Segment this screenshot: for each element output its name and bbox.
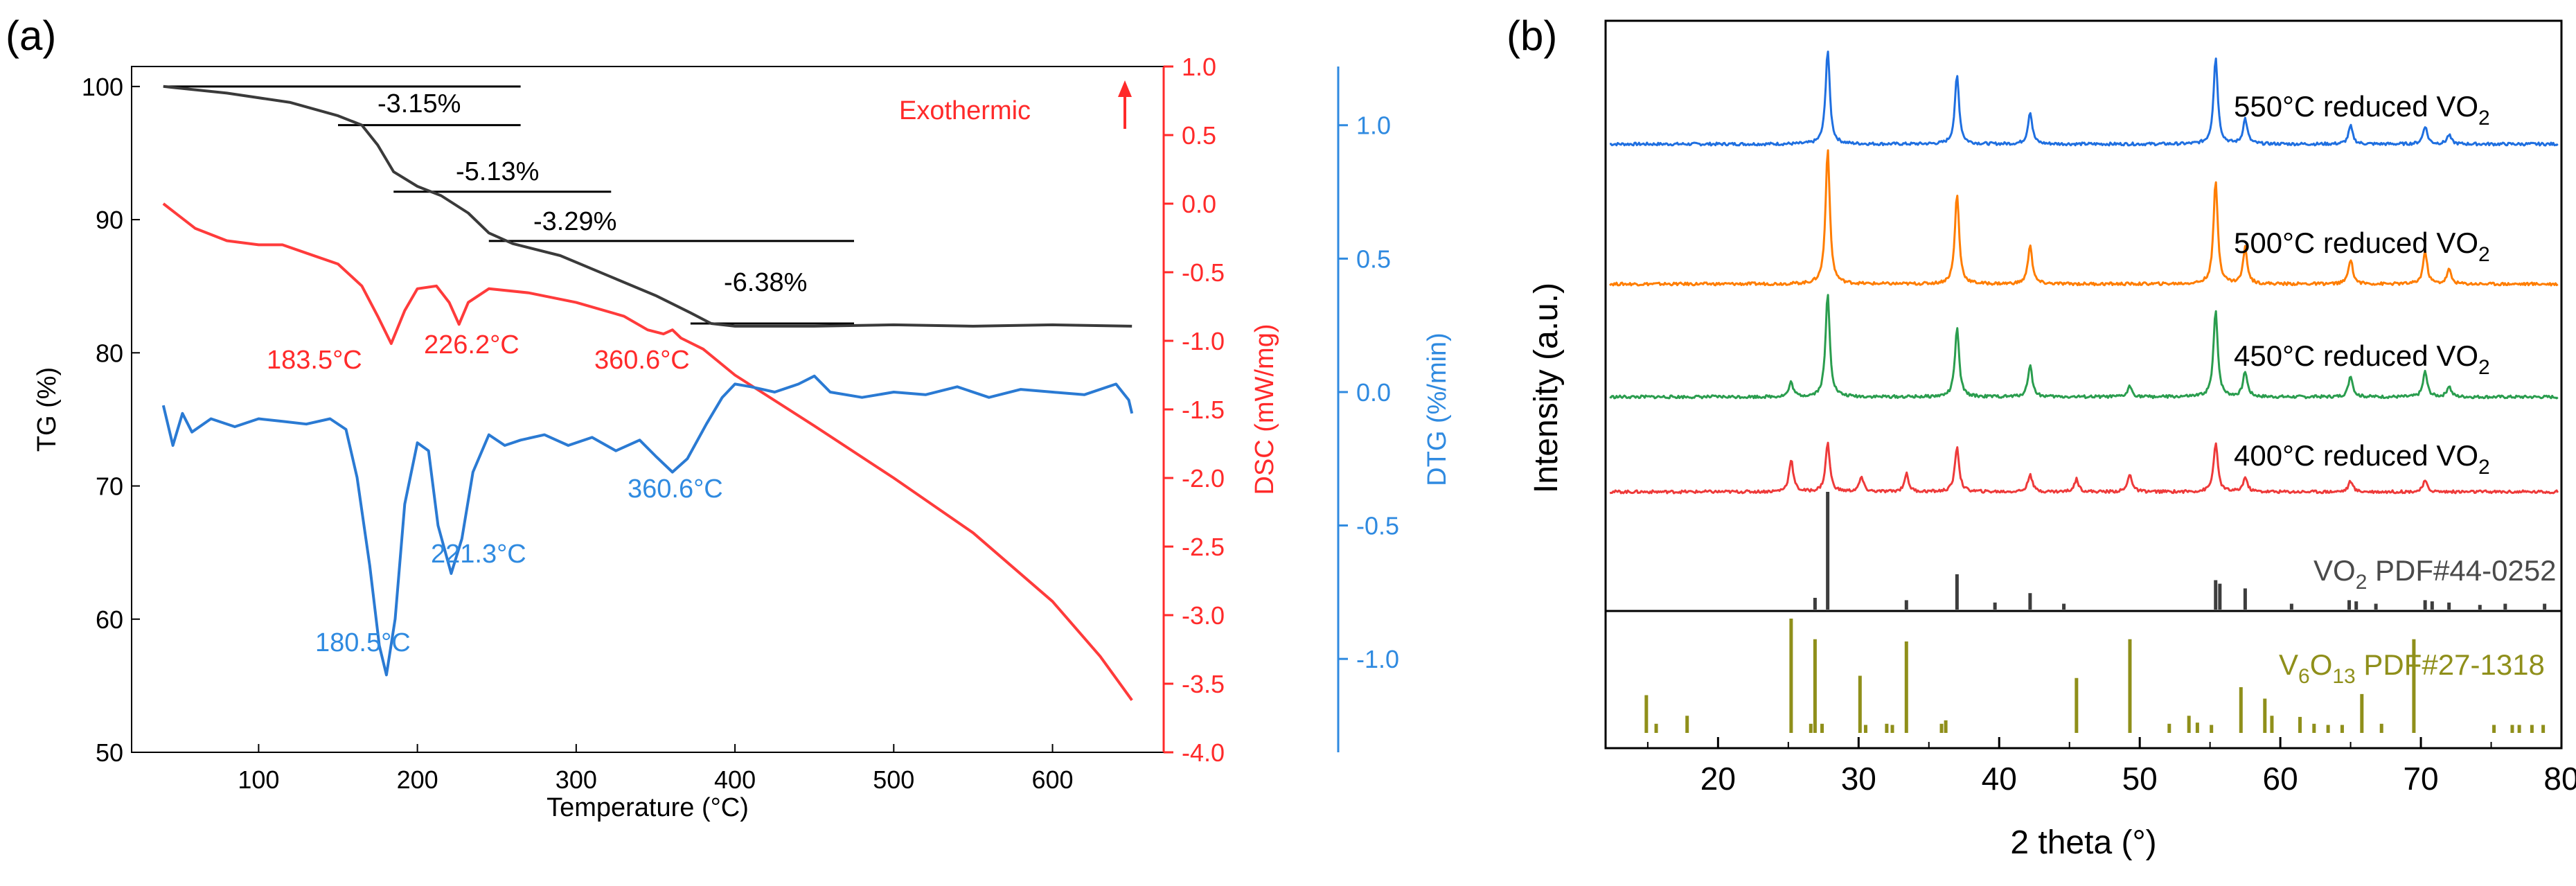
- tg-tick-label-1: 60: [96, 605, 123, 634]
- dsc-tick-label-7: -2.5: [1182, 533, 1225, 561]
- tg-tick-label-2: 70: [96, 472, 123, 501]
- panel-b-label: (b): [1507, 12, 1557, 59]
- panel-b-x-axis-title: 2 theta (°): [2010, 824, 2156, 861]
- tg-tick-label-3: 80: [96, 339, 123, 367]
- panel-a-x-axis-title: Temperature (°C): [547, 793, 749, 822]
- exothermic-label: Exothermic: [899, 96, 1031, 125]
- dsc-tick-label-5: -1.5: [1182, 396, 1225, 424]
- b-x-tick-label-0: 20: [1700, 761, 1736, 797]
- b-x-tick-label-2: 40: [1982, 761, 2017, 797]
- dsc-peak-label-3: 360.6°C: [594, 346, 690, 375]
- series-label-400: 400°C reduced VO2: [2234, 439, 2490, 479]
- dtg-curve: [161, 374, 1134, 677]
- dsc-axis-title: DSC (mW/mg): [1250, 324, 1279, 495]
- xrd-pattern-3: [1609, 441, 2559, 495]
- tg-tick-label-0: 50: [96, 738, 123, 767]
- a-x-tick-label-3: 400: [714, 765, 756, 794]
- panel-b: (b) 20 30 40 50 60 70 80 Intensity (a.u.) 2 th…: [1507, 12, 2576, 861]
- panel-a: (a) 100 200 300 400 500 600 50 60 70 80 90 100 1.0 0.…: [6, 12, 1452, 822]
- b-x-tick-label-1: 30: [1841, 761, 1876, 797]
- dsc-tick-label-2: 0.0: [1182, 190, 1216, 218]
- xrd-pattern-1: [1609, 149, 2559, 287]
- a-x-tick-label-1: 200: [397, 765, 438, 794]
- dtg-tick-label-2: 0.0: [1356, 378, 1391, 407]
- reference-label-v6o13: V6O13 PDF#27-1318: [2279, 648, 2545, 688]
- xrd-pattern-2: [1609, 294, 2559, 400]
- xrd-pattern-0: [1609, 51, 2559, 147]
- dtg-tick-label-3: -0.5: [1356, 512, 1399, 540]
- weight-loss-label-1: -3.15%: [377, 89, 461, 118]
- exothermic-arrow-head: [1118, 80, 1132, 97]
- dsc-peak-label-2: 226.2°C: [424, 330, 519, 360]
- dtg-peak-label-3: 360.6°C: [628, 475, 723, 504]
- panel-a-series: [161, 85, 1134, 701]
- b-x-tick-label-3: 50: [2122, 761, 2158, 797]
- panel-a-ticks: 100 200 300 400 500 600 50 60 70 80 90 100 1.0 0.5 0.0…: [82, 53, 1399, 794]
- a-x-tick-label-2: 300: [556, 765, 597, 794]
- panel-b-series: [1609, 51, 2559, 495]
- dsc-peak-label-1: 183.5°C: [267, 346, 362, 375]
- series-label-450: 450°C reduced VO2: [2234, 339, 2490, 379]
- dtg-tick-label-4: -1.0: [1356, 645, 1399, 673]
- panel-b-plot-frame: [1604, 19, 2563, 750]
- b-x-tick-label-5: 70: [2403, 761, 2438, 797]
- dtg-peak-label-1: 180.5°C: [315, 628, 411, 657]
- a-x-tick-label-4: 500: [873, 765, 914, 794]
- dsc-tick-label-1: 0.5: [1182, 121, 1216, 150]
- panel-a-plot-frame: [131, 66, 1164, 753]
- reference-label-vo2: VO2 PDF#44-0252: [2313, 554, 2557, 594]
- panel-b-references: [1644, 492, 2547, 733]
- panel-b-ticks: 20 30 40 50 60 70 80: [1646, 737, 2576, 797]
- dsc-tick-label-10: -4.0: [1182, 738, 1225, 767]
- a-x-tick-label-5: 600: [1031, 765, 1073, 794]
- a-x-tick-label-0: 100: [238, 765, 279, 794]
- dsc-tick-label-0: 1.0: [1182, 53, 1216, 81]
- b-x-tick-label-4: 60: [2263, 761, 2298, 797]
- weight-loss-label-2: -5.13%: [456, 157, 539, 186]
- tg-curve: [163, 85, 1132, 328]
- series-label-500: 500°C reduced VO2: [2234, 227, 2490, 266]
- panel-b-y-axis-title: Intensity (a.u.): [1528, 283, 1565, 493]
- dsc-curve: [162, 202, 1133, 701]
- dsc-tick-label-9: -3.5: [1182, 670, 1225, 698]
- panel-a-label: (a): [6, 12, 56, 59]
- weight-loss-label-3: -3.29%: [533, 207, 616, 236]
- tg-axis-title: TG (%): [33, 367, 62, 452]
- dtg-axis-title: DTG (%/min): [1423, 333, 1452, 486]
- tg-tick-label-5: 100: [82, 73, 123, 101]
- dsc-tick-label-3: -0.5: [1182, 258, 1225, 287]
- dsc-tick-label-8: -3.0: [1182, 601, 1225, 630]
- dtg-tick-label-1: 0.5: [1356, 245, 1391, 273]
- series-label-550: 550°C reduced VO2: [2234, 90, 2490, 130]
- weight-loss-label-4: -6.38%: [724, 268, 807, 297]
- dtg-tick-label-0: 1.0: [1356, 112, 1391, 140]
- b-x-tick-label-6: 80: [2543, 761, 2576, 797]
- dsc-tick-label-6: -2.0: [1182, 464, 1225, 493]
- dtg-peak-label-2: 221.3°C: [431, 540, 526, 569]
- dsc-tick-label-4: -1.0: [1182, 327, 1225, 355]
- tg-tick-label-4: 90: [96, 206, 123, 234]
